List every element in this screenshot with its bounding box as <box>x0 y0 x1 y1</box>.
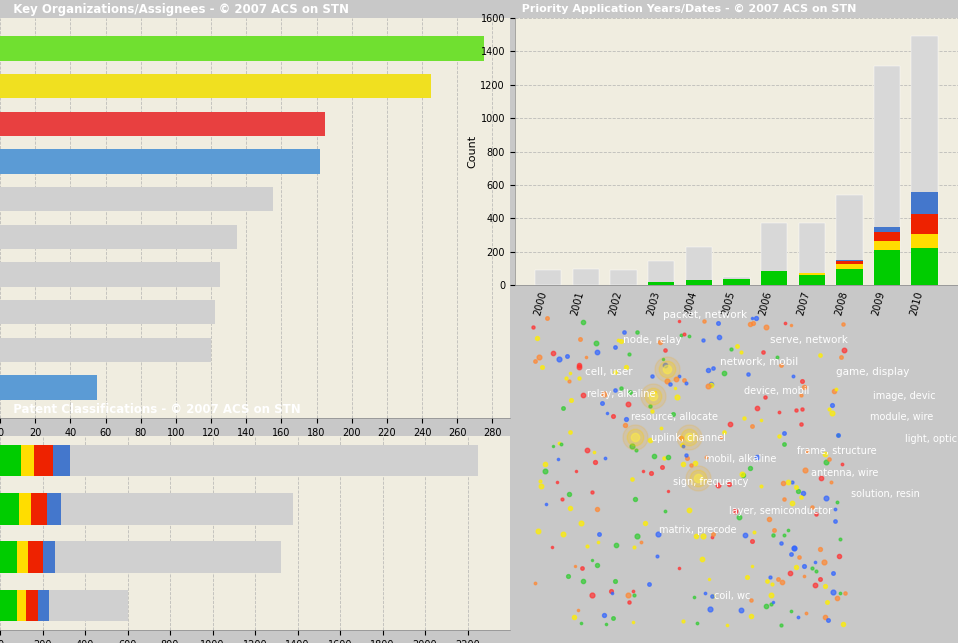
Bar <box>911 248 938 285</box>
Text: Priority Application Years/Dates - © 2007 ACS on STN: Priority Application Years/Dates - © 200… <box>514 4 856 14</box>
Bar <box>19 493 31 525</box>
Text: Patent Classifications - © 2007 ACS on STN: Patent Classifications - © 2007 ACS on S… <box>5 403 301 415</box>
Bar <box>31 493 47 525</box>
Bar <box>799 273 825 275</box>
Bar <box>761 223 787 285</box>
Text: solution, resin: solution, resin <box>851 489 920 499</box>
Bar <box>0 445 21 476</box>
Bar <box>0 74 431 98</box>
Text: packet, network: packet, network <box>663 311 747 320</box>
Text: Key Organizations/Assignees - © 2007 ACS on STN: Key Organizations/Assignees - © 2007 ACS… <box>5 3 349 15</box>
Bar <box>0 111 326 136</box>
Bar <box>53 445 70 476</box>
Bar <box>42 541 56 573</box>
Bar <box>28 541 42 573</box>
Bar <box>38 590 49 621</box>
Text: layer, semiconductor: layer, semiconductor <box>729 506 833 516</box>
Bar <box>874 250 901 285</box>
Bar <box>0 262 219 287</box>
Bar <box>0 149 320 174</box>
Bar <box>836 264 862 269</box>
Bar <box>17 541 28 573</box>
Text: image, devic: image, devic <box>873 391 936 401</box>
Bar <box>686 247 712 285</box>
Text: frame, structure: frame, structure <box>797 446 877 456</box>
Bar <box>0 187 273 212</box>
Bar <box>799 275 825 285</box>
Bar <box>0 445 478 476</box>
Bar <box>17 590 26 621</box>
Bar <box>0 541 281 573</box>
Text: node, relay: node, relay <box>623 335 682 345</box>
Bar <box>47 493 60 525</box>
Bar <box>874 66 901 285</box>
Bar <box>0 590 127 621</box>
Bar <box>874 226 901 231</box>
Bar <box>874 231 901 240</box>
Bar <box>535 270 561 285</box>
Bar <box>911 37 938 285</box>
Bar <box>0 36 484 60</box>
Bar <box>761 271 787 285</box>
Bar <box>874 240 901 250</box>
Bar <box>34 445 53 476</box>
Bar <box>0 493 19 525</box>
Text: module, wire: module, wire <box>871 412 934 422</box>
Text: mobil, alkaline: mobil, alkaline <box>705 455 776 464</box>
Bar <box>911 234 938 248</box>
Bar <box>0 493 293 525</box>
Text: matrix, precode: matrix, precode <box>659 525 737 535</box>
Bar <box>686 280 712 285</box>
Y-axis label: Count: Count <box>468 135 478 168</box>
Bar <box>0 338 211 362</box>
Bar <box>21 445 34 476</box>
Bar <box>911 214 938 234</box>
Text: antenna, wire: antenna, wire <box>811 468 878 478</box>
Text: coil, wc: coil, wc <box>714 591 750 601</box>
Text: uplink, channel: uplink, channel <box>650 433 726 443</box>
Bar <box>26 590 38 621</box>
Text: sign, frequency: sign, frequency <box>673 478 748 487</box>
Bar <box>836 261 862 264</box>
Text: cell, user: cell, user <box>584 367 632 377</box>
Text: serve, network: serve, network <box>770 335 848 345</box>
Bar <box>836 195 862 285</box>
Text: light, optic: light, optic <box>905 434 957 444</box>
Bar <box>0 224 238 249</box>
Text: device, mobil: device, mobil <box>743 386 810 396</box>
Bar <box>836 269 862 285</box>
Bar <box>723 279 749 285</box>
Text: relay, alkaline: relay, alkaline <box>587 389 655 399</box>
Bar <box>799 223 825 285</box>
Bar <box>0 590 17 621</box>
Bar <box>648 261 674 285</box>
Text: resource, allocate: resource, allocate <box>631 412 718 422</box>
Bar <box>911 192 938 214</box>
Bar <box>836 260 862 261</box>
Bar <box>0 300 215 325</box>
Bar <box>573 269 599 285</box>
Text: game, display: game, display <box>836 367 909 377</box>
Bar <box>723 276 749 285</box>
Bar <box>0 376 97 400</box>
Bar <box>0 541 17 573</box>
Bar <box>610 270 637 285</box>
Text: network, mobil: network, mobil <box>719 357 798 367</box>
Bar <box>648 282 674 285</box>
